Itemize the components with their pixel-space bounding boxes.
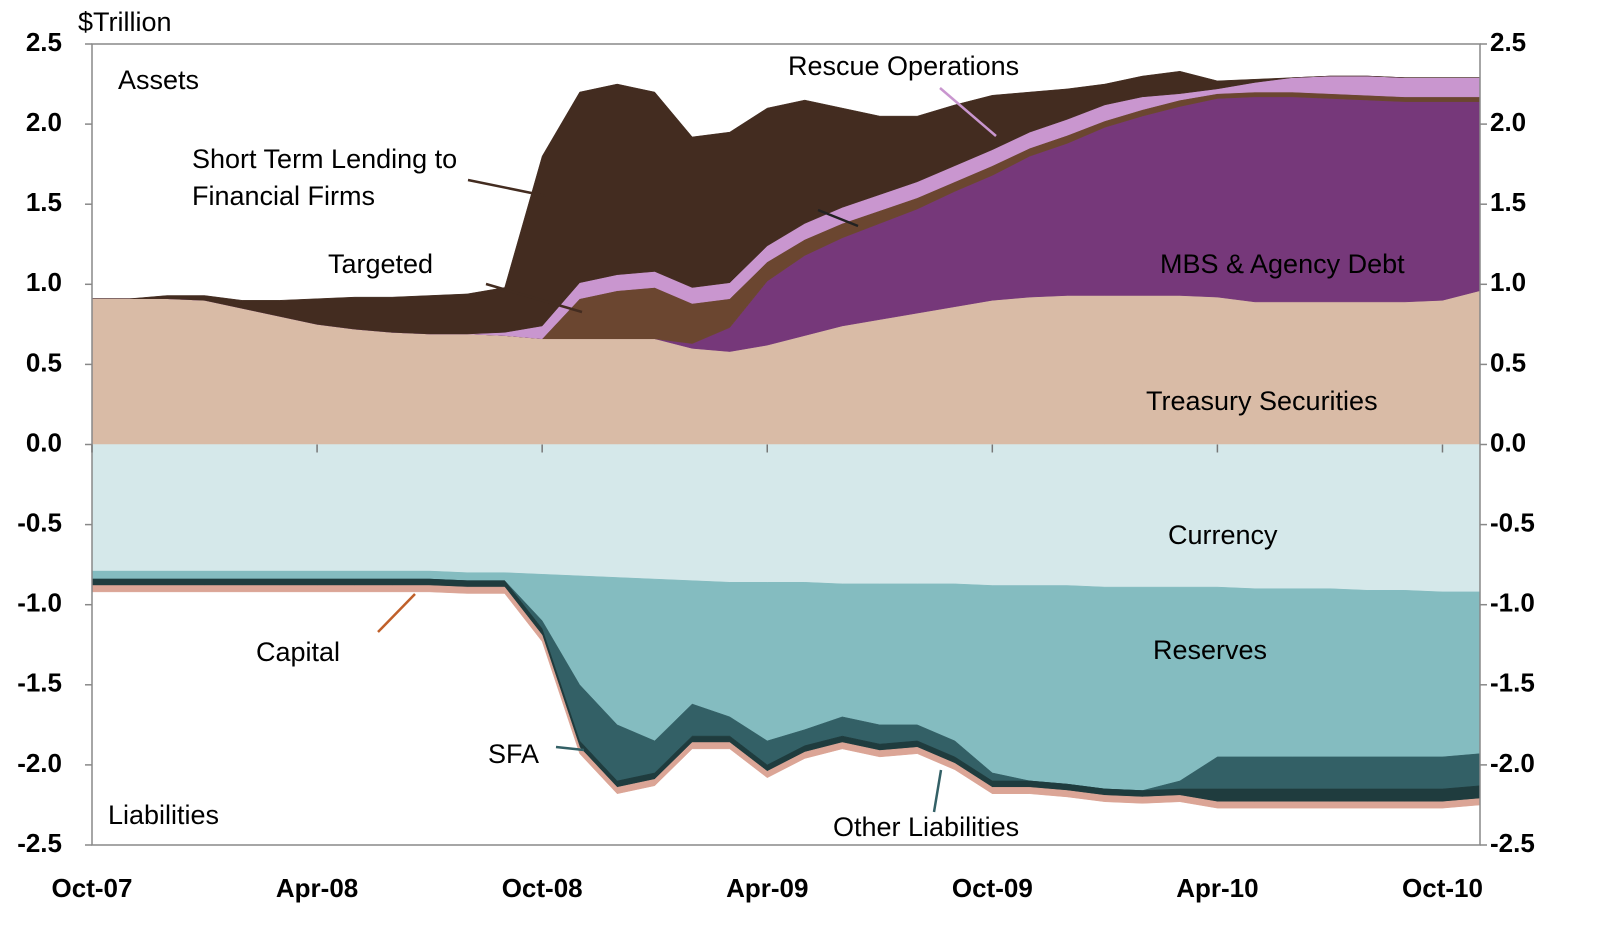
series-label: MBS & Agency Debt (1160, 249, 1405, 279)
series-label: Rescue Operations (788, 51, 1020, 81)
x-tick-label: Oct-07 (52, 873, 133, 903)
liabilities-label: Liabilities (108, 800, 220, 830)
series-label: Short Term Lending to Financial Firms (192, 144, 458, 211)
leader-line (467, 178, 547, 198)
leader-line (377, 593, 416, 633)
x-tick-label: Oct-10 (1402, 873, 1483, 903)
y2-tick-label: 1.5 (1490, 187, 1526, 217)
y-tick-label: -1.5 (17, 668, 62, 698)
leader-lines (377, 87, 997, 813)
y-tick-label: 1.5 (26, 187, 62, 217)
y2-tick-label: -1.0 (1490, 588, 1535, 618)
y-tick-label: -2.5 (17, 828, 62, 858)
y-tick-label: -1.0 (17, 588, 62, 618)
series-label: SFA (488, 739, 540, 769)
y-tick-label: -2.0 (17, 748, 62, 778)
x-tick-label: Apr-10 (1176, 873, 1258, 903)
y-tick-label: 2.0 (26, 107, 62, 137)
y2-tick-label: 2.5 (1490, 27, 1526, 57)
y-axis-title: $Trillion (78, 7, 172, 37)
leader-line (485, 282, 583, 314)
x-tick-label: Oct-09 (952, 873, 1033, 903)
y-tick-label: 1.0 (26, 267, 62, 297)
series-label: Other Liabilities (833, 812, 1020, 842)
y2-tick-label: 2.0 (1490, 107, 1526, 137)
y2-tick-label: -1.5 (1490, 668, 1535, 698)
leader-line (555, 745, 585, 752)
y2-tick-label: 1.0 (1490, 267, 1526, 297)
assets-label: Assets (118, 65, 200, 95)
series-label: Currency (1168, 520, 1278, 550)
y-tick-label: 0.5 (26, 347, 62, 377)
series-label: Reserves (1153, 635, 1268, 665)
y2-tick-label: -0.5 (1490, 507, 1535, 537)
y2-tick-label: -2.5 (1490, 828, 1535, 858)
y2-tick-label: -2.0 (1490, 748, 1535, 778)
leader-line (817, 208, 859, 228)
areas (91, 70, 1481, 809)
series-label: Targeted (328, 249, 434, 279)
leader-line (939, 87, 997, 137)
area (92, 70, 1480, 335)
y-tick-label: -0.5 (17, 507, 62, 537)
y-tick-label: 2.5 (26, 27, 62, 57)
x-tick-label: Apr-08 (276, 873, 358, 903)
y2-tick-label: 0.0 (1490, 427, 1526, 457)
x-tick-label: Oct-08 (502, 873, 583, 903)
leader-line (932, 769, 943, 813)
x-tick-label: Apr-09 (726, 873, 808, 903)
series-label: Capital (256, 637, 341, 667)
y2-tick-label: 0.5 (1490, 347, 1526, 377)
y-tick-label: 0.0 (26, 427, 62, 457)
series-label: Treasury Securities (1146, 386, 1378, 416)
